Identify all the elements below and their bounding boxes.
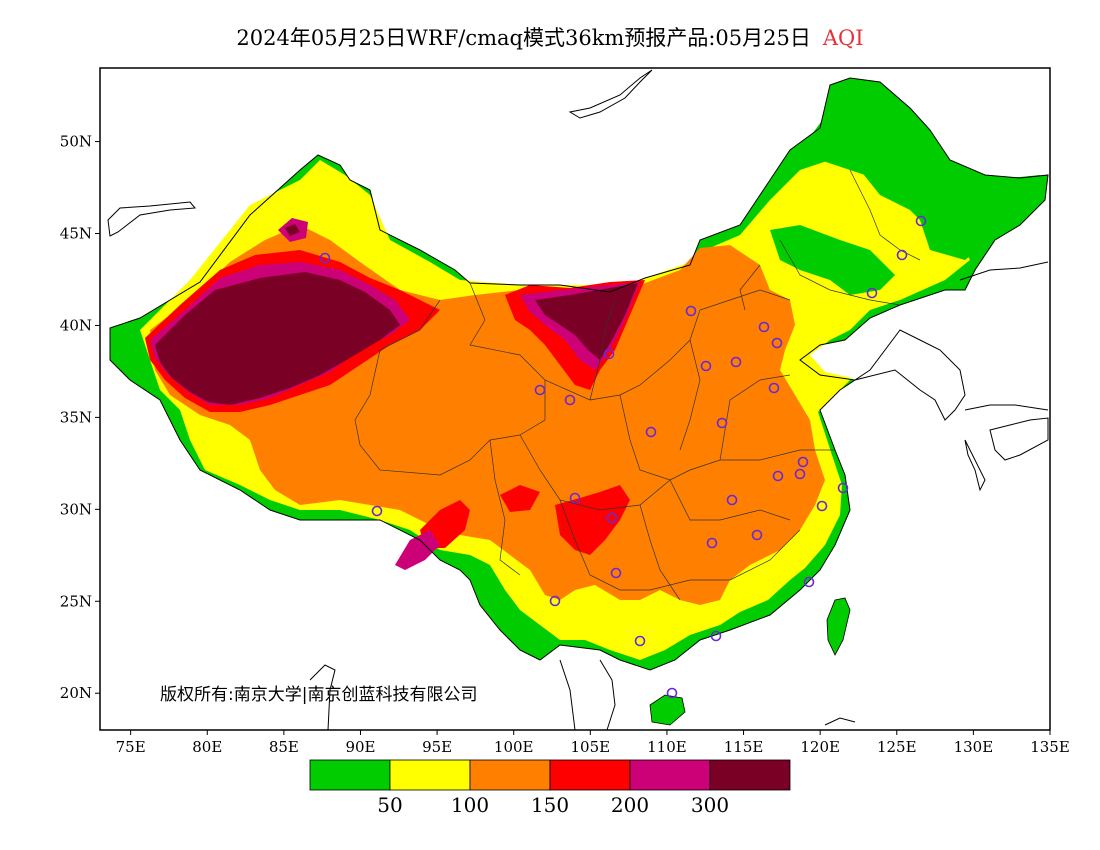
- city-marker: [319, 252, 331, 264]
- taiwan-island: [826, 597, 851, 656]
- map-axes: 75E 80E 85E 90E 95E 100E 105E 110E 115E 120E 125E 1…: [60, 133, 1070, 756]
- y-tick-label: 20N: [60, 684, 92, 702]
- aqi-region-hazardous: [155, 272, 400, 405]
- city-marker: [730, 356, 742, 368]
- x-tick-label: 80E: [192, 738, 222, 756]
- city-marker: [866, 287, 878, 299]
- city-marker: [816, 500, 828, 512]
- aqi-region-hazardous-n: [535, 283, 638, 360]
- y-tick-label: 40N: [60, 316, 92, 334]
- x-tick-label: 75E: [116, 738, 146, 756]
- neighbor-coastlines: [107, 69, 1049, 730]
- colorbar-swatch: [709, 759, 791, 791]
- x-tick-label: 125E: [877, 738, 917, 756]
- city-marker: [569, 492, 581, 504]
- china-border: [109, 77, 1049, 671]
- y-tick-label: 50N: [60, 133, 92, 151]
- city-marker: [751, 529, 763, 541]
- city-marker: [797, 456, 809, 468]
- hainan-island: [649, 694, 686, 726]
- city-marker: [534, 384, 546, 396]
- city-marker: [794, 468, 806, 480]
- city-marker: [549, 595, 561, 607]
- aqi-region-good-ne: [800, 95, 1040, 260]
- city-marker: [716, 417, 728, 429]
- city-marker: [603, 348, 615, 360]
- x-tick-label: 105E: [571, 738, 611, 756]
- city-marker: [610, 567, 622, 579]
- colorbar-swatch: [629, 759, 711, 791]
- city-marker: [726, 494, 738, 506]
- city-marker: [758, 321, 770, 333]
- city-marker: [772, 470, 784, 482]
- city-marker: [634, 635, 646, 647]
- aqi-colorbar: 50 100 150 200 300: [309, 759, 791, 817]
- colorbar-swatch: [549, 759, 631, 791]
- city-marker: [606, 512, 618, 524]
- y-tick-label: 25N: [60, 592, 92, 610]
- x-tick-label: 135E: [1030, 738, 1070, 756]
- x-tick-label: 130E: [954, 738, 994, 756]
- colorbar-label: 100: [451, 793, 489, 817]
- aqi-region-good-ne2: [770, 225, 895, 295]
- y-tick-label: 35N: [60, 408, 92, 426]
- colorbar-label: 50: [377, 793, 402, 817]
- x-tick-label: 100E: [494, 738, 534, 756]
- copyright-text: 版权所有:南京大学|南京创蓝科技有限公司: [160, 685, 478, 705]
- city-marker: [771, 337, 783, 349]
- x-tick-label: 115E: [724, 738, 764, 756]
- city-markers: [319, 215, 927, 699]
- aqi-region-very-unhealthy-sw: [395, 530, 440, 570]
- city-marker: [645, 426, 657, 438]
- x-tick-label: 85E: [269, 738, 299, 756]
- colorbar-swatch: [389, 759, 471, 791]
- y-tick-label: 45N: [60, 225, 92, 243]
- city-marker: [768, 382, 780, 394]
- map-title: 2024年05月25日WRF/cmaq模式36km预报产品:05月25日 AQI: [0, 22, 1100, 52]
- x-tick-label: 90E: [345, 738, 375, 756]
- city-marker: [896, 249, 908, 261]
- city-marker: [371, 505, 383, 517]
- city-marker: [685, 305, 697, 317]
- city-marker: [803, 576, 815, 588]
- y-tick-label: 30N: [60, 500, 92, 518]
- map-content: [107, 69, 1049, 730]
- aqi-region-hazardous-hot: [285, 224, 300, 236]
- colorbar-swatch: [309, 759, 391, 791]
- city-marker: [666, 687, 678, 699]
- colorbar-label: 150: [531, 793, 569, 817]
- city-marker: [915, 215, 927, 227]
- colorbar-swatch: [469, 759, 551, 791]
- province-borders: [354, 169, 921, 601]
- city-marker: [710, 630, 722, 642]
- title-text: 2024年05月25日WRF/cmaq模式36km预报产品:05月25日: [236, 26, 811, 50]
- city-marker: [700, 360, 712, 372]
- aqi-region-unhealthy-tb: [500, 485, 540, 512]
- colorbar-label: 300: [691, 793, 729, 817]
- x-tick-label: 110E: [647, 738, 687, 756]
- city-marker: [564, 394, 576, 406]
- variable-label: AQI: [822, 26, 864, 50]
- colorbar-label: 200: [611, 793, 649, 817]
- x-tick-label: 95E: [422, 738, 452, 756]
- x-tick-label: 120E: [800, 738, 840, 756]
- city-marker: [837, 482, 849, 494]
- city-marker: [706, 537, 718, 549]
